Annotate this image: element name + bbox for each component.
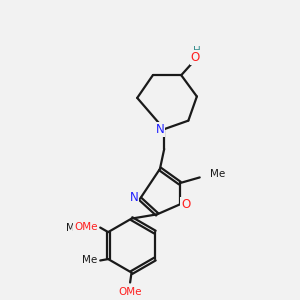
Text: O: O xyxy=(182,198,191,211)
Text: H: H xyxy=(193,46,201,56)
Text: N: N xyxy=(156,123,164,136)
Text: O: O xyxy=(82,220,92,234)
Text: O: O xyxy=(191,51,200,64)
Text: Me: Me xyxy=(66,223,81,233)
Text: Me: Me xyxy=(210,169,225,179)
Text: OMe: OMe xyxy=(74,222,98,232)
Text: Me: Me xyxy=(82,256,98,266)
Text: OMe: OMe xyxy=(118,287,142,297)
Text: N: N xyxy=(129,191,138,204)
